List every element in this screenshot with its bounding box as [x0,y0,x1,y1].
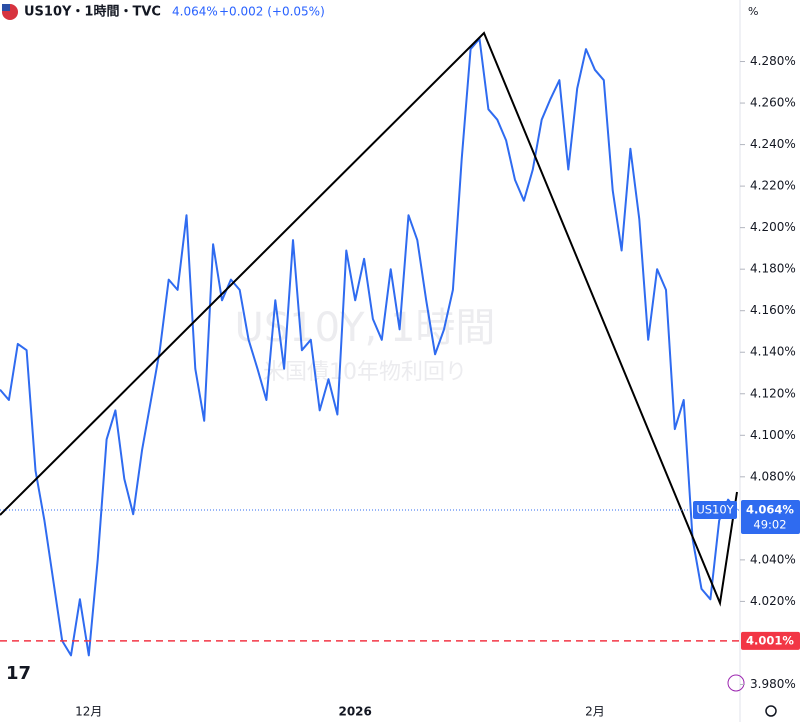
plot-area [0,37,738,657]
y-tick-label: 4.140% [750,345,796,359]
y-tick-label: 4.260% [750,96,796,110]
price-line [0,37,738,657]
y-tick-label: 4.240% [750,137,796,151]
settings-icon[interactable] [765,705,777,717]
y-tick-label: 4.280% [750,54,796,68]
header-price: 4.064% [172,5,218,19]
y-tick-label: 4.200% [750,220,796,234]
x-tick-label: 12月 [75,705,102,719]
symbol-tag-label: US10Y [696,503,734,517]
y-tick-label: 4.180% [750,262,796,276]
header-change: +0.002 (+0.05%) [219,5,325,19]
trendline [0,31,738,607]
price-tag [741,500,800,535]
watermark: US10Y, 1時間 米国債10年物利回り [235,305,496,385]
y-tick-label: 4.100% [750,428,796,442]
reference-tag [741,631,800,650]
symbol-title[interactable]: US10Y・1時間・TVC [24,4,161,20]
x-tick-label: 2026 [338,705,371,719]
axis-unit: % [748,5,758,18]
symbol-tag [693,501,737,520]
y-tick-label: 4.220% [750,179,796,193]
y-tick-label: 4.040% [750,552,796,566]
y-tick-label: 4.020% [750,594,796,608]
reference-label: 4.001% [746,633,794,647]
countdown: 49:02 [753,518,786,532]
flag-icon [2,4,10,11]
price-tag-label: 4.064% [746,503,794,517]
y-tick-label: 4.120% [750,386,796,400]
tv-logo[interactable]: 17 [6,663,31,684]
y-tick-label: 4.160% [750,303,796,317]
lightning-icon[interactable] [727,674,745,692]
x-tick-label: 2月 [585,705,605,719]
watermark-subtitle: 米国債10年物利回り [263,360,467,385]
y-tick-label: 3.980% [750,677,796,691]
y-tick-label: 4.080% [750,469,796,483]
